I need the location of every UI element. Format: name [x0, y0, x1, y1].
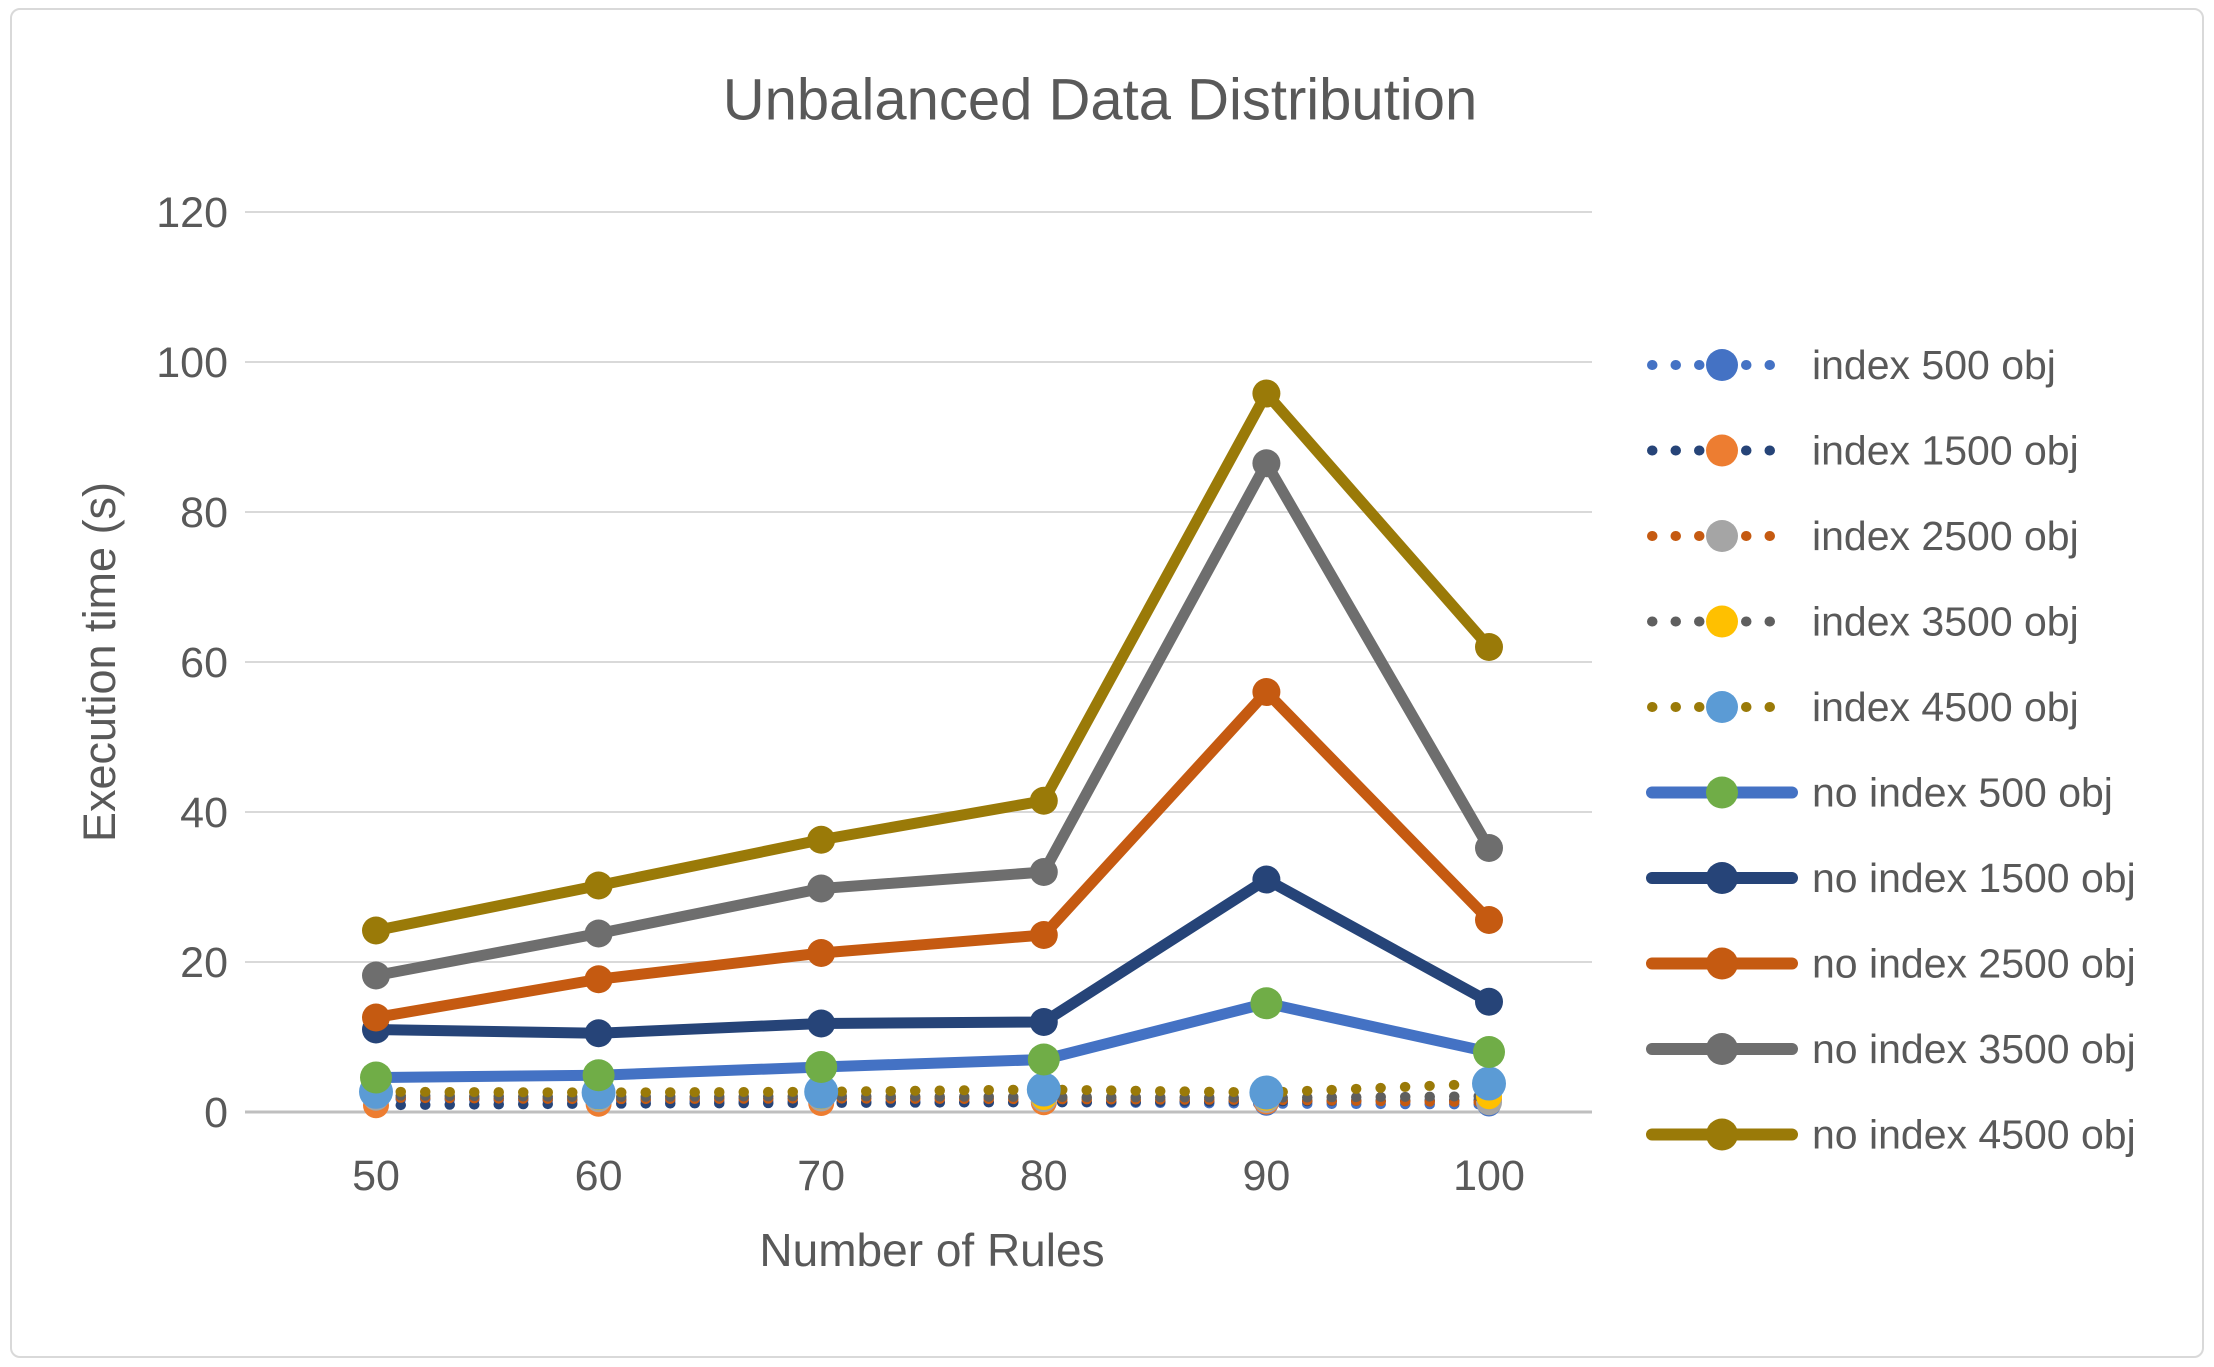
x-axis-title: Number of Rules — [759, 1224, 1105, 1276]
data-point-marker — [1027, 1043, 1060, 1076]
x-tick-label: 50 — [352, 1152, 400, 1200]
legend-label: no index 2500 obj — [1812, 941, 2136, 987]
legend-marker — [1706, 862, 1738, 894]
legend-label: no index 4500 obj — [1812, 1112, 2136, 1158]
data-point-marker — [362, 916, 390, 945]
legend-item: no index 2500 obj — [1646, 941, 2136, 987]
series-line — [370, 686, 1495, 1023]
data-point-marker — [1029, 921, 1058, 949]
y-tick-label: 0 — [204, 1089, 228, 1137]
data-point-marker — [807, 939, 836, 967]
series-line — [371, 1090, 1494, 1103]
data-point-marker — [1250, 987, 1283, 1020]
x-tick-label: 70 — [797, 1152, 845, 1200]
legend-item: index 1500 obj — [1647, 428, 2079, 474]
data-point-marker — [1475, 834, 1503, 862]
data-point-marker — [1472, 1066, 1506, 1101]
data-point-marker — [362, 1003, 390, 1032]
data-point-marker — [805, 1051, 838, 1083]
legend-item: index 500 obj — [1647, 342, 2056, 388]
data-point-marker — [362, 961, 390, 990]
data-point-marker — [807, 874, 836, 903]
data-point-marker — [807, 1009, 836, 1038]
data-point-marker — [1475, 987, 1503, 1016]
x-tick-label: 60 — [575, 1152, 623, 1200]
legend-label: index 1500 obj — [1812, 428, 2079, 474]
chart-title: Unbalanced Data Distribution — [722, 67, 1478, 133]
data-point-marker — [584, 871, 613, 900]
legend-marker — [1706, 605, 1738, 638]
data-point-marker — [807, 825, 836, 854]
data-point-marker — [360, 1061, 392, 1094]
x-tick-label: 100 — [1453, 1152, 1525, 1200]
legend-label: index 3500 obj — [1812, 599, 2079, 645]
data-point-marker — [1475, 906, 1503, 934]
data-point-marker — [1252, 865, 1281, 894]
legend-label: no index 3500 obj — [1812, 1026, 2136, 1072]
legend-marker — [1706, 434, 1738, 467]
legend-marker — [1706, 520, 1738, 552]
y-tick-label: 100 — [156, 339, 228, 387]
series-line — [371, 1078, 1494, 1098]
y-tick-label: 120 — [156, 189, 228, 237]
legend-marker — [1706, 349, 1738, 381]
legend-marker — [1706, 947, 1738, 980]
data-point-marker — [1252, 678, 1281, 706]
series-line — [370, 997, 1495, 1083]
y-tick-label: 80 — [180, 489, 228, 537]
legend-item: no index 3500 obj — [1646, 1026, 2136, 1072]
legend-label: index 4500 obj — [1812, 684, 2079, 730]
data-point-marker — [1029, 1008, 1058, 1036]
series-line — [370, 874, 1495, 1039]
x-tick-label: 80 — [1020, 1152, 1068, 1200]
y-tick-label: 60 — [180, 639, 228, 687]
data-point-marker — [584, 919, 613, 948]
data-point-marker — [1252, 449, 1281, 478]
data-point-marker — [804, 1074, 839, 1109]
legend-item: index 4500 obj — [1647, 684, 2079, 730]
legend-label: index 2500 obj — [1812, 513, 2079, 559]
data-point-marker — [582, 1059, 615, 1092]
legend-item: no index 1500 obj — [1646, 855, 2136, 901]
series-line — [370, 388, 1495, 936]
legend-item: index 2500 obj — [1647, 513, 2079, 559]
legend-marker — [1706, 776, 1738, 809]
legend-item: no index 4500 obj — [1646, 1112, 2136, 1158]
legend-label: index 500 obj — [1812, 342, 2056, 388]
series-line — [370, 457, 1495, 981]
data-point-marker — [1252, 379, 1281, 408]
legend-label: no index 500 obj — [1812, 770, 2113, 816]
x-tick-label: 90 — [1242, 1152, 1290, 1200]
legend-marker — [1706, 691, 1738, 723]
data-point-marker — [1475, 633, 1503, 661]
data-point-marker — [1029, 786, 1058, 815]
data-point-marker — [1249, 1075, 1284, 1110]
legend-marker — [1706, 1118, 1738, 1151]
data-point-marker — [1029, 858, 1058, 886]
legend-marker — [1706, 1033, 1738, 1065]
legend-item: no index 500 obj — [1646, 770, 2113, 816]
y-tick-label: 40 — [180, 789, 228, 837]
data-point-marker — [584, 1019, 613, 1048]
legend-label: no index 1500 obj — [1812, 855, 2136, 901]
data-point-marker — [1473, 1036, 1505, 1068]
data-point-marker — [584, 965, 613, 994]
legend-item: index 3500 obj — [1647, 599, 2079, 645]
data-point-marker — [1026, 1072, 1061, 1107]
y-tick-label: 20 — [180, 939, 228, 987]
